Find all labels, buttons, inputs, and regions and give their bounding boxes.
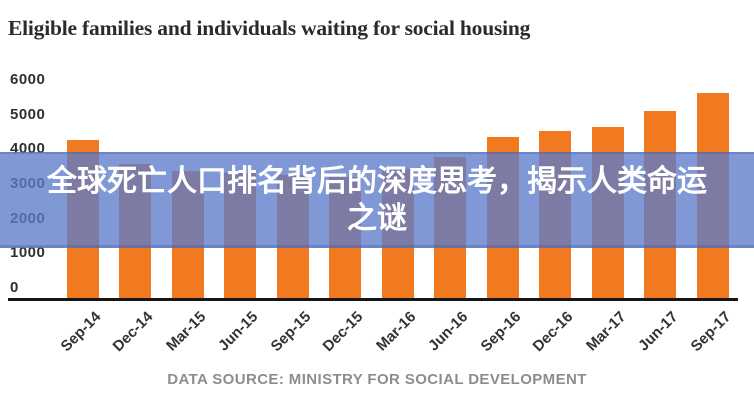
y-tick-label: 1000 — [10, 244, 46, 262]
data-source-label: DATA SOURCE: MINISTRY FOR SOCIAL DEVELOP… — [167, 371, 587, 388]
chart-title: Eligible families and individuals waitin… — [8, 16, 531, 40]
overlay-text-line2: 之谜 — [347, 201, 407, 236]
y-tick-label: 6000 — [10, 71, 46, 88]
y-tick-label: 5000 — [10, 105, 46, 123]
overlay-banner: 全球死亡人口排名背后的深度思考，揭示人类命运 之谜 — [0, 152, 754, 248]
y-tick-label: 0 — [10, 279, 19, 296]
overlay-text-line1: 全球死亡人口排名背后的深度思考，揭示人类命运 — [47, 164, 707, 199]
x-axis-line — [8, 298, 738, 301]
